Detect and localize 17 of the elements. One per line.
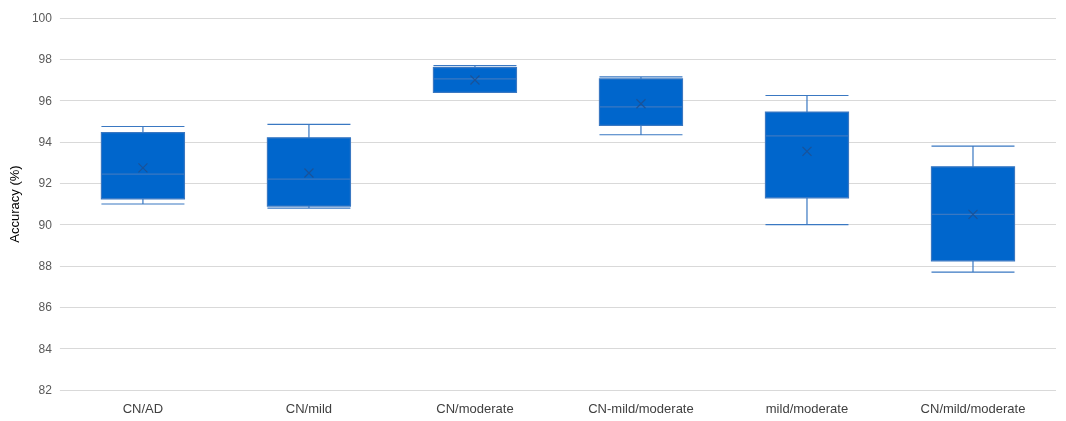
y-tick-label: 98: [38, 52, 53, 67]
x-tick-label: CN-mild/moderate: [588, 401, 694, 416]
x-tick-label: CN/moderate: [436, 401, 514, 416]
y-axis-title: Accuracy (%): [7, 165, 22, 243]
y-tick-label: 84: [38, 341, 53, 356]
y-tick-label: 90: [38, 217, 53, 232]
y-tick-label: 82: [38, 383, 53, 397]
y-tick-label: 100: [31, 11, 53, 25]
y-tick-label: 94: [38, 135, 53, 149]
x-tick-label: CN/mild/moderate: [920, 401, 1026, 416]
y-tick-label: 86: [38, 300, 53, 315]
x-tick-label: CN/mild: [285, 401, 333, 416]
y-tick-label: 88: [38, 259, 53, 273]
y-tick-label: 96: [38, 93, 53, 108]
y-tick-label: 92: [38, 176, 53, 191]
x-tick-label: CN/AD: [122, 401, 164, 416]
x-tick-label: mild/moderate: [765, 401, 849, 416]
